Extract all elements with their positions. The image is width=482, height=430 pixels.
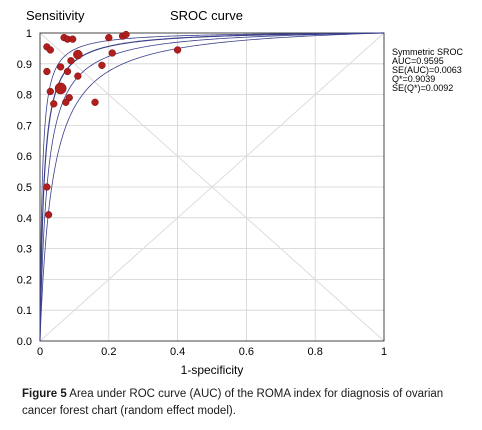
- x-tick-label: 0: [37, 346, 43, 358]
- y-tick-label: 0.0: [17, 336, 32, 348]
- y-tick-label: 0.3: [17, 244, 32, 256]
- reference-antidiagonal: [39, 32, 385, 342]
- study-point: [46, 46, 54, 54]
- study-point: [67, 57, 75, 65]
- annotation-line-1: AUC=0.9595: [392, 56, 444, 66]
- study-points: [43, 30, 182, 219]
- x-tick-label: 0.6: [239, 346, 254, 358]
- y-tick-label: 0.6: [17, 151, 32, 163]
- y-tick-label: 0.8: [17, 90, 32, 102]
- sroc-curve: [39, 32, 385, 341]
- y-tick-label: 0.2: [17, 274, 32, 286]
- study-point: [62, 98, 70, 106]
- y-tick-label: 0.5: [17, 182, 32, 194]
- annotation-line-3: Q*=0.9039: [392, 74, 435, 84]
- study-point: [108, 49, 116, 57]
- study-point: [122, 30, 130, 39]
- figure-caption: Figure 5 Area under ROC curve (AUC) of t…: [22, 386, 472, 420]
- study-point: [69, 35, 77, 43]
- stats-annotation: Symmetric SROC AUC=0.9595 SE(AUC)=0.0063…: [392, 47, 464, 93]
- sroc-upper-band-outer: [39, 32, 385, 341]
- study-point: [105, 33, 113, 42]
- y-tick-label: 0.9: [17, 59, 32, 71]
- study-point: [173, 46, 182, 54]
- y-tick-label: 1: [26, 28, 32, 40]
- sroc-chart: 0.00.10.20.30.40.50.60.70.80.91 0 0.2 0.4 0…: [17, 8, 464, 377]
- study-point: [56, 63, 65, 71]
- x-tick-label: 0.2: [101, 346, 116, 358]
- plot-frame: [39, 32, 385, 342]
- study-point: [54, 82, 67, 95]
- x-axis-label: 1-specificity: [181, 363, 244, 377]
- caption-text: Area under ROC curve (AUC) of the ROMA i…: [22, 388, 444, 417]
- caption-lead: Figure 5: [22, 388, 67, 400]
- x-tick-labels: 0 0.2 0.4 0.6 0.8 1: [37, 346, 387, 358]
- y-tick-label: 0.1: [17, 305, 32, 317]
- y-tick-labels: 0.0 0.1 0.2 0.3 0.4 0.5 0.6 0.7 0.8 0.9 1: [17, 28, 32, 348]
- x-tick-label: 1: [381, 346, 387, 358]
- study-point: [73, 49, 83, 60]
- study-point: [44, 211, 53, 219]
- study-point: [74, 72, 82, 80]
- y-axis-label: Sensitivity: [26, 8, 85, 23]
- y-tick-label: 0.7: [17, 120, 32, 132]
- study-point: [43, 183, 51, 191]
- study-point: [98, 61, 106, 69]
- chart-title: SROC curve: [170, 8, 243, 23]
- x-tick-label: 0.8: [308, 346, 323, 358]
- study-point: [91, 98, 99, 106]
- study-point: [50, 100, 58, 108]
- annotation-line-0: Symmetric SROC: [392, 47, 464, 57]
- annotation-line-4: SE(Q*)=0.0092: [392, 83, 453, 93]
- sroc-lower-band-outer: [39, 32, 385, 341]
- study-point: [43, 67, 51, 76]
- y-tick-label: 0.4: [17, 213, 32, 225]
- x-tick-label: 0.4: [170, 346, 185, 358]
- annotation-line-2: SE(AUC)=0.0063: [392, 65, 462, 75]
- study-point: [63, 67, 72, 76]
- study-point: [46, 87, 54, 96]
